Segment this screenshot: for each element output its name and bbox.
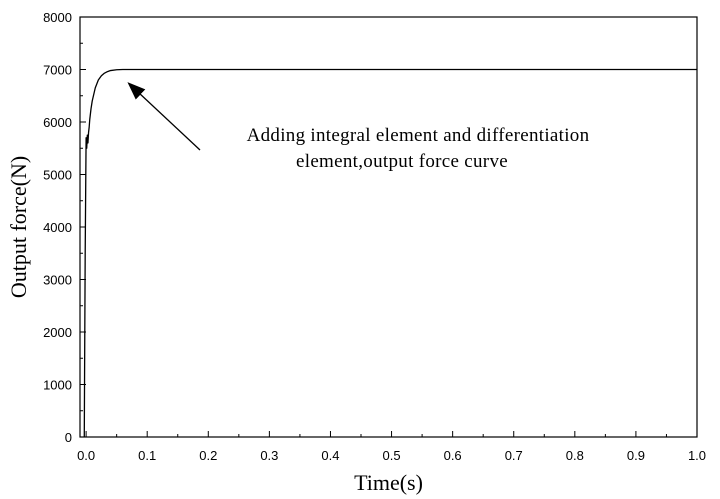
x-tick-label: 0.3: [260, 448, 278, 463]
x-tick-label: 0.5: [383, 448, 401, 463]
y-axis-title: Output force(N): [6, 156, 31, 298]
series-layer: [83, 68, 697, 438]
ticks-layer: 0.0 0.1 0.2 0.3 0.4 0.5 0.6 0.7 0.8 0.9 1.0 0 1000 20…: [43, 10, 706, 463]
y-tick-label: 2000: [43, 325, 72, 340]
x-tick-label: 0.6: [444, 448, 462, 463]
x-tick-label: 0.7: [505, 448, 523, 463]
y-tick-label: 6000: [43, 115, 72, 130]
x-tick-label: 0.8: [566, 448, 584, 463]
x-tick-label: 0.2: [199, 448, 217, 463]
y-tick-label: 5000: [43, 168, 72, 183]
x-tick-label: 0.9: [627, 448, 645, 463]
y-tick-label: 7000: [43, 63, 72, 78]
x-tick-label: 1.0: [688, 448, 706, 463]
annotation-line-2: element,output force curve: [296, 151, 508, 172]
annotation-arrow: [127, 82, 201, 151]
series-line: [83, 68, 697, 438]
y-tick-label: 0: [65, 430, 72, 445]
x-tick-label: 0.0: [77, 448, 95, 463]
x-tick-label: 0.1: [138, 448, 156, 463]
y-tick-label: 1000: [43, 378, 72, 393]
y-tick-label: 4000: [43, 220, 72, 235]
y-tick-label: 8000: [43, 10, 72, 25]
x-axis-title: Time(s): [354, 470, 423, 495]
plot-frame: [79, 16, 698, 438]
y-tick-label: 3000: [43, 273, 72, 288]
x-tick-label: 0.4: [321, 448, 339, 463]
annotation-line-1: Adding integral element and differentiat…: [247, 125, 590, 146]
